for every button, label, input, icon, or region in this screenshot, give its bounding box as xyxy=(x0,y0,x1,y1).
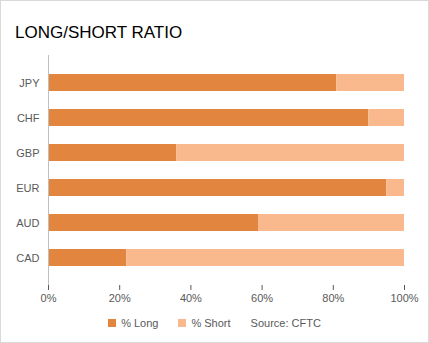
svg-text:80%: 80% xyxy=(322,292,344,304)
svg-text:0%: 0% xyxy=(41,292,57,304)
svg-text:EUR: EUR xyxy=(16,182,39,194)
html-text:LONG/SHORT RATIO: LONG/SHORT RATIO xyxy=(15,23,183,42)
html-text:% Long: % Long xyxy=(121,317,159,329)
svg-text:AUD: AUD xyxy=(16,217,39,229)
html-text:% Short: % Short xyxy=(191,317,231,329)
svg-text:20%: 20% xyxy=(109,292,131,304)
svg-text:40%: 40% xyxy=(180,292,202,304)
svg-text:CHF: CHF xyxy=(17,112,40,124)
svg-text:60%: 60% xyxy=(251,292,273,304)
html-text:Source: CFTC: Source: CFTC xyxy=(250,317,321,329)
svg-text:100%: 100% xyxy=(390,292,418,304)
svg-text:GBP: GBP xyxy=(16,147,39,159)
svg-text:JPY: JPY xyxy=(19,77,40,89)
svg-text:CAD: CAD xyxy=(16,252,39,264)
